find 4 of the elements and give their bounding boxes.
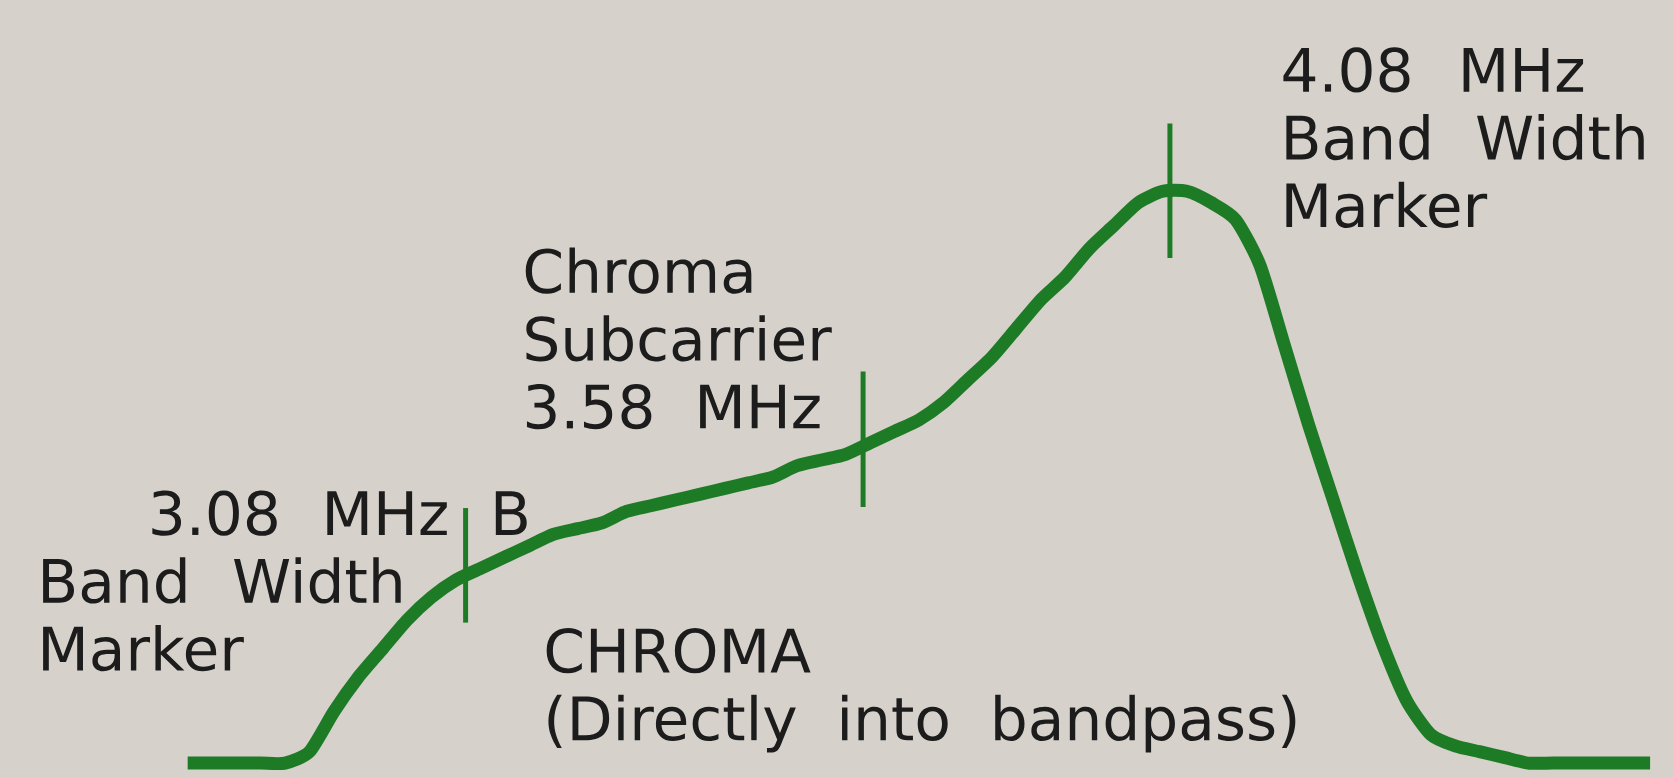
annotation: 4.08 MHz Band Width Marker — [1283, 47, 1644, 228]
annotation: 3.08 MHz B Band Width Marker — [43, 490, 527, 672]
annotation: CHROMA (Directly into bandpass) — [546, 628, 1296, 753]
annotation: Chroma Subcarrier 3.58 MHz — [525, 247, 832, 430]
